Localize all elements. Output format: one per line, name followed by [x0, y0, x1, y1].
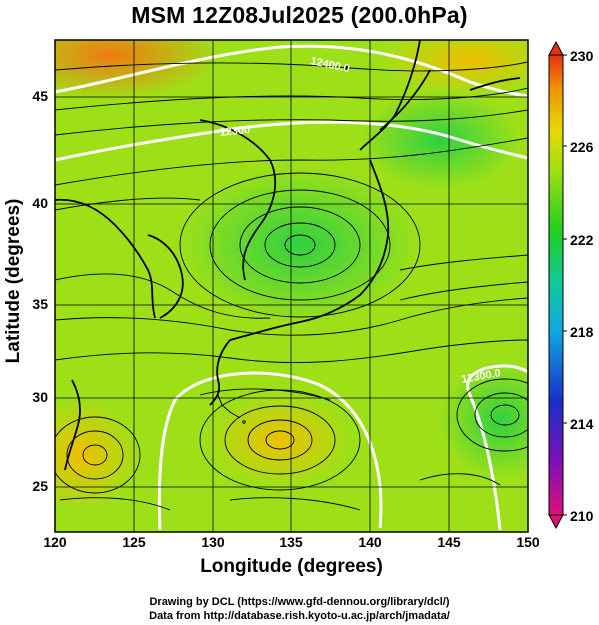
colorbar-tick: 222 [570, 232, 594, 248]
x-tick-label: 150 [516, 534, 540, 550]
colorbar-tick: 218 [570, 324, 594, 340]
colorbar [548, 40, 567, 530]
graticule [55, 40, 528, 532]
x-tick-label: 125 [122, 534, 146, 550]
vortex-southwest [55, 416, 141, 494]
contour-label: 12300 [219, 124, 251, 139]
plot-frame [54, 39, 529, 533]
x-tick-label: 130 [201, 534, 225, 550]
temperature-field: 12400.0 12300 12300.0 [55, 40, 528, 532]
colorbar-tick: 210 [570, 508, 594, 524]
x-tick-label: 135 [279, 534, 303, 550]
vortex-east [456, 378, 528, 452]
y-tick-label: 40 [32, 195, 48, 211]
colorbar-tick: 226 [570, 139, 594, 155]
x-tick-label: 140 [358, 534, 382, 550]
y-tick-label: 25 [32, 478, 48, 494]
island-chain [217, 394, 246, 424]
height-contours [55, 44, 528, 531]
x-tick-label: 145 [437, 534, 461, 550]
colorbar-max-triangle [548, 40, 564, 56]
x-axis-label: Longitude (degrees) [200, 556, 383, 577]
coastlines [55, 40, 521, 471]
credit-data: Data from http://database.rish.kyoto-u.a… [149, 610, 450, 622]
credit-drawing: Drawing by DCL (https://www.gfd-dennou.o… [149, 596, 450, 608]
x-tick-label: 120 [43, 534, 67, 550]
y-tick-label: 35 [32, 296, 48, 312]
y-tick-label: 30 [32, 389, 48, 405]
colorbar-min-triangle [548, 514, 564, 530]
vortex-north [179, 172, 421, 318]
colorbar-tick: 214 [570, 416, 594, 432]
map-title: MSM 12Z08Jul2025 (200.0hPa) [131, 2, 468, 28]
y-tick-label: 45 [32, 88, 48, 104]
y-axis-label: Latitude (degrees) [3, 198, 24, 364]
vortex-south [199, 389, 361, 491]
colorbar-tick: 230 [570, 48, 594, 64]
